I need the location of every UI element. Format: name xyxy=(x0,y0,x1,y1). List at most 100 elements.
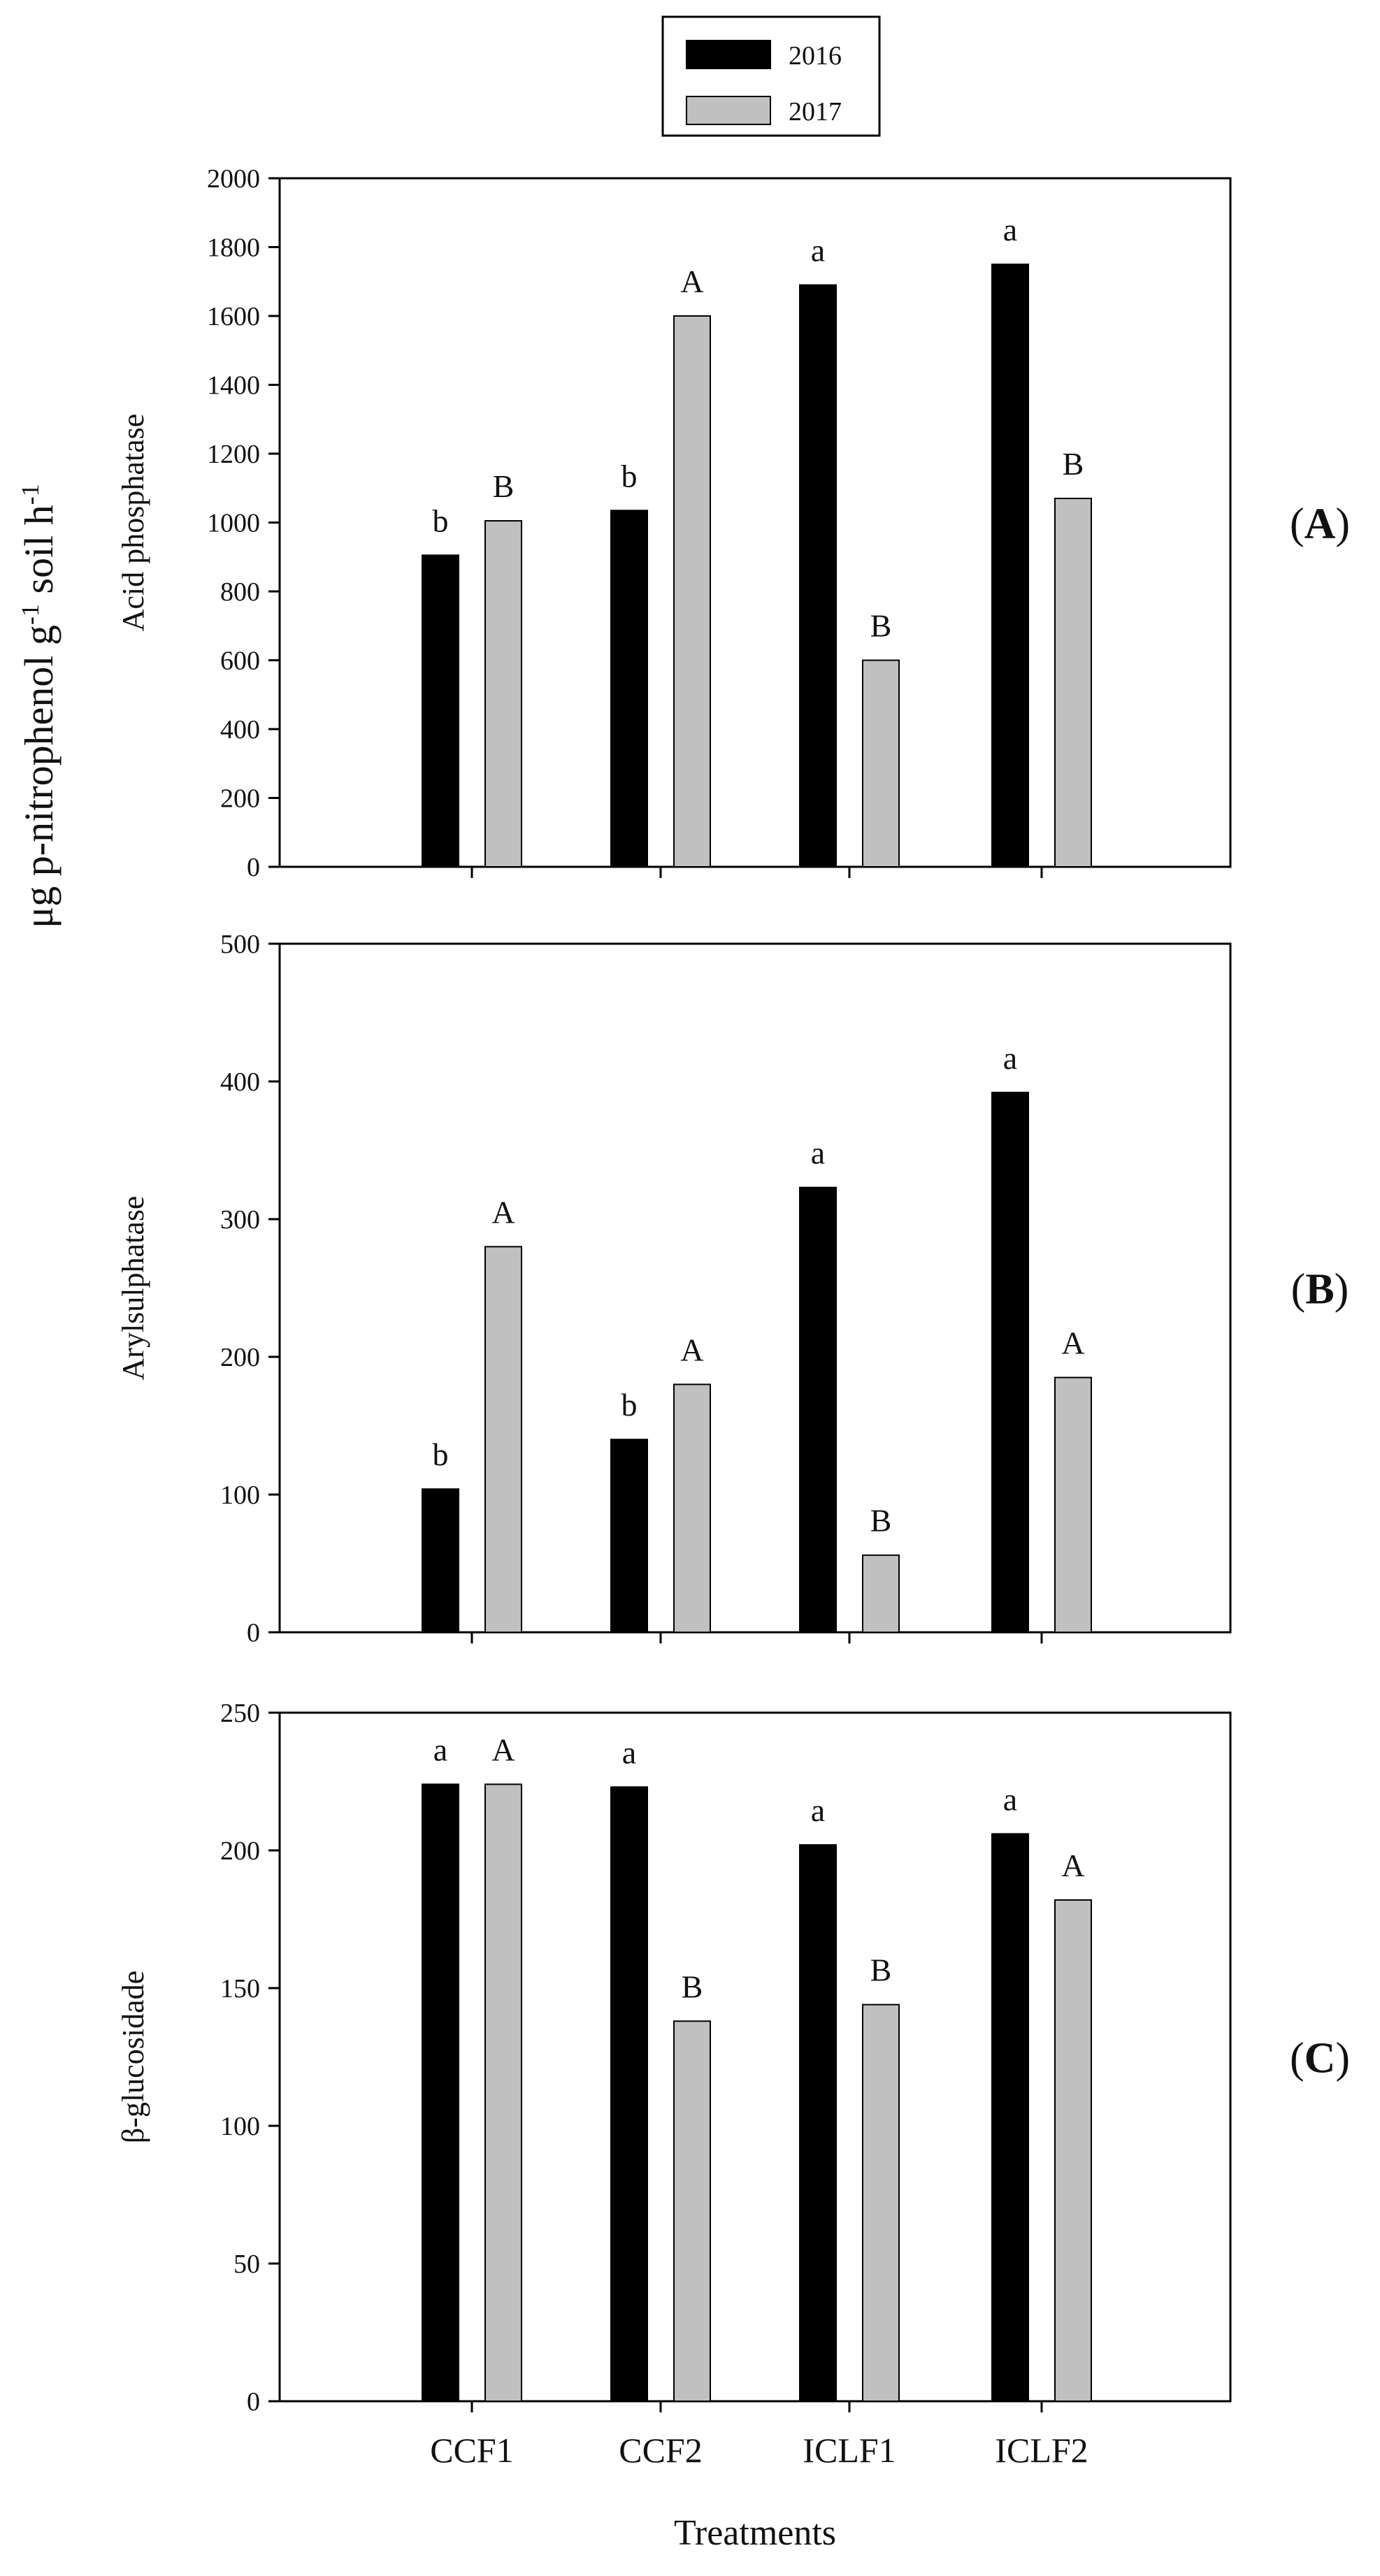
x-tick-label-CCF1: CCF1 xyxy=(430,2431,514,2470)
y-tick-label: 150 xyxy=(220,1974,260,2003)
significance-label: b xyxy=(621,1387,638,1423)
panels: 0200400600800100012001400160018002000Aci… xyxy=(116,164,1350,2470)
y-tick-label: 50 xyxy=(233,2250,260,2279)
bar-2016-CCF1 xyxy=(422,1783,459,2402)
bar-2016-CCF1 xyxy=(422,1488,459,1634)
plot-frame xyxy=(278,1711,1232,2403)
x-tick-label-CCF2: CCF2 xyxy=(619,2431,703,2470)
significance-label: B xyxy=(870,608,892,644)
significance-label: a xyxy=(811,1792,825,1828)
panel-tag: (A) xyxy=(1290,501,1350,548)
significance-label: b xyxy=(433,1437,449,1472)
x-tick-label-ICLF2: ICLF2 xyxy=(995,2431,1088,2470)
category-labels: CCF1 CCF2 ICLF1 ICLF2 xyxy=(430,2431,1088,2470)
legend-label-2017: 2017 xyxy=(789,97,842,127)
panel-C: 0 50 100 150 200 250 β-glucosidade (C) a a a a A B B A xyxy=(116,1699,1350,2417)
significance-label: b xyxy=(433,503,449,538)
significance-label: A xyxy=(1061,1325,1084,1361)
bar-2016-CCF1 xyxy=(422,554,459,868)
legend-swatch-2017 xyxy=(686,96,771,125)
panel-tag-open: ( xyxy=(1291,1266,1306,1314)
significance-label: B xyxy=(493,468,515,504)
y-tick-label: 200 xyxy=(220,784,260,814)
y-tick-label: 300 xyxy=(220,1205,260,1235)
panel-tag: (B) xyxy=(1291,1266,1349,1314)
panel-y-axis-label: β-glucosidade xyxy=(116,1971,150,2143)
y-tick-label: 1600 xyxy=(207,302,260,331)
significance-label: A xyxy=(680,264,703,299)
y-tick-label: 400 xyxy=(220,1067,260,1097)
y-tick-label: 1400 xyxy=(207,371,260,401)
y-tick-label: 100 xyxy=(220,2112,260,2141)
legend-label-2016: 2016 xyxy=(789,41,842,71)
significance-label: A xyxy=(1061,1848,1084,1883)
y-tick-label: 1800 xyxy=(207,233,260,263)
panel-tag-close: ) xyxy=(1335,1266,1349,1314)
common-ylabel-part: -1 xyxy=(16,604,44,625)
bar-2016-ICLF1 xyxy=(799,284,837,868)
significance-label: A xyxy=(491,1194,515,1230)
bar-2017-CCF2 xyxy=(673,1383,711,1634)
significance-label: A xyxy=(680,1332,703,1367)
bar-2017-CCF2 xyxy=(673,315,711,868)
panel-tag-open: ( xyxy=(1290,501,1304,548)
significance-label: B xyxy=(1063,446,1084,482)
bar-2016-ICLF2 xyxy=(991,1091,1029,1633)
significance-label: B xyxy=(682,1969,703,2004)
bar-2017-CCF1 xyxy=(484,1783,522,2402)
significance-label: a xyxy=(1003,1040,1017,1076)
y-tick-label: 1200 xyxy=(207,440,260,469)
significance-label: a xyxy=(433,1732,447,1767)
common-ylabel-part: soil h xyxy=(16,505,62,604)
y-tick-label: 0 xyxy=(247,853,260,882)
legend: 2016 2017 xyxy=(661,15,881,137)
panel-tag: (C) xyxy=(1290,2035,1350,2082)
significance-label: a xyxy=(811,1135,825,1171)
panel-tag-letter: B xyxy=(1305,1266,1334,1314)
y-tick-label: 500 xyxy=(220,930,260,959)
bar-2017-ICLF1 xyxy=(862,1554,900,1633)
bar-2016-CCF2 xyxy=(610,510,648,868)
common-ylabel-part: μg p-nitrophenol g xyxy=(16,625,62,928)
bar-2017-CCF1 xyxy=(484,1246,522,1633)
bar-2016-ICLF2 xyxy=(991,1833,1029,2403)
bar-2017-ICLF2 xyxy=(1054,1376,1092,1634)
y-tick-label: 1000 xyxy=(207,509,260,538)
x-axis-label: Treatments xyxy=(674,2513,836,2553)
bar-2016-ICLF1 xyxy=(799,1844,837,2403)
significance-label: B xyxy=(870,1503,892,1539)
x-tick-label-ICLF1: ICLF1 xyxy=(803,2431,896,2470)
significance-label: B xyxy=(870,1952,892,1988)
y-tick-label: 200 xyxy=(220,1343,260,1372)
common-y-axis-label: μg p-nitrophenol g-1 soil h-1 xyxy=(16,484,62,928)
y-tick-label: 250 xyxy=(220,1699,260,1728)
bar-2016-ICLF2 xyxy=(991,264,1029,868)
common-ylabel-part: -1 xyxy=(16,484,44,505)
y-tick-label: 0 xyxy=(247,1618,260,1648)
legend-swatch-2016 xyxy=(686,40,771,69)
y-tick-label: 200 xyxy=(220,1836,260,1866)
panel-y-axis-label: Arylsulphatase xyxy=(116,1196,150,1381)
bar-2016-CCF2 xyxy=(610,1786,648,2402)
bar-2017-ICLF2 xyxy=(1054,498,1092,868)
y-tick-label: 2000 xyxy=(207,164,260,194)
bar-2017-ICLF2 xyxy=(1054,1899,1092,2402)
significance-label: a xyxy=(1003,1781,1017,1817)
y-tick-label: 0 xyxy=(247,2387,260,2417)
panel-y-axis-label: Acid phosphatase xyxy=(116,414,150,632)
panel-tag-letter: A xyxy=(1304,501,1336,548)
panel-A: 0 200 400 600 800 1000 1200 1400 1600 1800 2000 Aci… xyxy=(116,164,1350,882)
bar-2017-ICLF1 xyxy=(862,2003,900,2402)
significance-label: A xyxy=(491,1732,515,1767)
panel-tag-open: ( xyxy=(1290,2035,1304,2082)
y-tick-label: 600 xyxy=(220,647,260,676)
bar-2016-ICLF1 xyxy=(799,1186,837,1633)
y-tick-label: 800 xyxy=(220,577,260,607)
plot-frame xyxy=(278,942,1232,1634)
bar-2017-CCF2 xyxy=(673,2020,711,2402)
bar-2017-CCF1 xyxy=(484,520,522,868)
bar-2016-CCF2 xyxy=(610,1439,648,1633)
significance-label: b xyxy=(621,458,638,494)
